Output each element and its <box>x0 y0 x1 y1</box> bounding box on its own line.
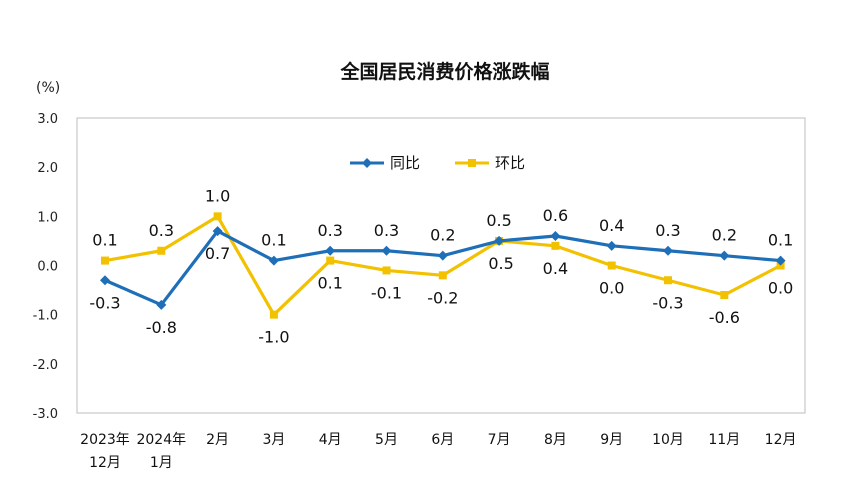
data-label-huanbi: -0.6 <box>709 308 740 327</box>
data-label-huanbi: 0.0 <box>768 279 793 298</box>
data-point-marker <box>101 256 109 265</box>
data-point-marker <box>720 291 729 299</box>
y-tick-label: 3.0 <box>37 112 58 127</box>
data-point-marker <box>494 235 505 246</box>
data-label-tongbi: 0.5 <box>486 211 511 230</box>
data-point-marker <box>663 245 673 256</box>
data-point-marker <box>606 240 617 251</box>
data-label-tongbi: 0.6 <box>543 206 568 225</box>
x-tick-label: 2023年 12月 <box>80 432 130 471</box>
x-tick-label: 7月 <box>488 432 511 448</box>
data-label-tongbi: -0.3 <box>89 293 120 312</box>
data-label-huanbi: 0.5 <box>488 254 513 273</box>
data-point-marker <box>719 250 730 261</box>
data-point-marker <box>551 241 560 250</box>
data-label-huanbi: -0.3 <box>652 293 683 312</box>
data-point-marker <box>156 299 167 310</box>
data-point-marker <box>100 275 110 286</box>
data-label-huanbi: 0.3 <box>149 221 174 240</box>
data-label-tongbi: 0.2 <box>712 226 737 245</box>
x-tick-label: 11月 <box>708 432 740 448</box>
data-label-huanbi: 1.0 <box>205 186 230 205</box>
data-label-tongbi: 0.3 <box>655 221 680 240</box>
x-tick-label: 10月 <box>652 432 684 448</box>
data-point-marker <box>269 310 278 319</box>
data-point-marker <box>438 271 447 280</box>
data-label-huanbi: -1.0 <box>258 328 289 347</box>
y-tick-label: -3.0 <box>33 407 58 422</box>
data-label-tongbi: 0.1 <box>261 231 286 250</box>
legend-label: 同比 <box>390 154 420 172</box>
data-point-marker <box>382 266 391 275</box>
y-tick-label: 2.0 <box>37 161 58 176</box>
data-label-huanbi: 0.0 <box>599 279 624 298</box>
y-tick-label: -2.0 <box>33 358 58 373</box>
data-label-huanbi: 0.4 <box>543 259 568 278</box>
x-tick-label: 3月 <box>262 432 285 448</box>
data-label-huanbi: -0.2 <box>427 288 458 307</box>
data-label-huanbi: 0.1 <box>317 274 342 293</box>
y-tick-label: -1.0 <box>33 309 58 324</box>
data-label-huanbi: -0.1 <box>371 283 402 302</box>
data-label-huanbi: 0.1 <box>92 231 117 250</box>
y-tick-label: 1.0 <box>37 210 58 225</box>
data-point-marker <box>157 246 166 255</box>
data-label-tongbi: -0.8 <box>146 318 177 337</box>
x-tick-label: 6月 <box>431 432 454 448</box>
x-tick-label: 4月 <box>319 432 342 448</box>
chart-title: 全国居民消费价格涨跌幅 <box>339 60 549 83</box>
data-label-tongbi: 0.3 <box>374 221 399 240</box>
x-tick-label: 2024年 1月 <box>136 432 186 471</box>
data-point-marker <box>268 255 279 266</box>
data-label-tongbi: 0.7 <box>205 244 230 263</box>
data-point-marker <box>212 226 223 237</box>
data-label-tongbi: 0.1 <box>768 231 793 250</box>
data-label-tongbi: 0.4 <box>599 216 624 235</box>
x-tick-label: 2月 <box>206 432 229 448</box>
data-label-tongbi: 0.3 <box>317 221 342 240</box>
data-point-marker <box>775 255 786 266</box>
data-point-marker <box>437 250 448 261</box>
data-point-marker <box>381 245 392 256</box>
x-tick-label: 12月 <box>765 432 797 448</box>
y-axis-unit: (%) <box>36 80 60 96</box>
y-tick-label: 0.0 <box>37 260 58 275</box>
legend-label: 环比 <box>495 154 525 172</box>
data-point-marker <box>550 231 561 241</box>
legend-swatch-marker <box>362 158 372 168</box>
data-point-marker <box>213 212 222 221</box>
x-tick-label: 9月 <box>600 432 623 448</box>
data-label-tongbi: 0.2 <box>430 226 455 245</box>
data-point-marker <box>607 261 616 270</box>
x-tick-label: 8月 <box>544 432 567 448</box>
data-point-marker <box>326 256 335 265</box>
x-tick-label: 5月 <box>375 432 398 448</box>
plot-area-border <box>76 117 806 414</box>
legend-swatch-marker <box>468 159 476 167</box>
data-point-marker <box>664 276 672 285</box>
data-point-marker <box>325 245 336 256</box>
